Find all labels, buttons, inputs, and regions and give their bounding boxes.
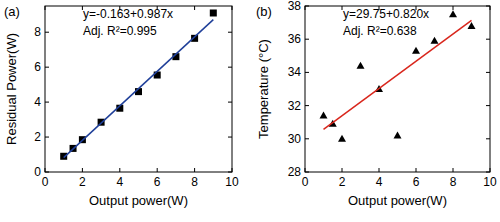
x-tick bbox=[119, 168, 120, 172]
point bbox=[338, 135, 346, 142]
fit-line bbox=[324, 20, 472, 129]
x-tick bbox=[453, 168, 454, 172]
x-tick bbox=[453, 6, 454, 10]
y-tick bbox=[45, 102, 49, 103]
panel-label: (b) bbox=[256, 4, 272, 19]
y-tick bbox=[305, 6, 309, 7]
x-tick-label: 2 bbox=[339, 175, 346, 189]
y-tick bbox=[305, 39, 309, 40]
y-tick bbox=[228, 137, 232, 138]
y-tick bbox=[486, 172, 490, 173]
fit-line bbox=[64, 20, 214, 158]
y-tick bbox=[228, 102, 232, 103]
x-tick-label: 8 bbox=[450, 175, 457, 189]
y-tick bbox=[45, 32, 49, 33]
panel: 024681002468Output power(W)Residual Powe… bbox=[4, 4, 239, 208]
x-tick-label: 10 bbox=[225, 175, 239, 189]
y-tick bbox=[305, 138, 309, 139]
annotation: y=29.75+0.820x bbox=[343, 7, 429, 21]
x-tick bbox=[342, 168, 343, 172]
point bbox=[154, 72, 161, 79]
x-tick bbox=[490, 168, 491, 172]
y-axis-label: Temperature (°C) bbox=[256, 39, 271, 139]
x-tick bbox=[416, 168, 417, 172]
figure: 024681002468Output power(W)Residual Powe… bbox=[0, 0, 500, 222]
y-tick bbox=[486, 6, 490, 7]
plot-frame bbox=[305, 6, 490, 172]
y-tick bbox=[486, 105, 490, 106]
annotation: Adj. R²=0.638 bbox=[343, 24, 417, 38]
y-tick-label: 4 bbox=[34, 95, 41, 109]
y-tick-label: 0 bbox=[34, 165, 41, 179]
y-tick-label: 36 bbox=[288, 32, 302, 46]
point bbox=[320, 112, 328, 119]
data-group bbox=[60, 9, 217, 159]
y-tick bbox=[305, 105, 309, 106]
plot-frame bbox=[45, 6, 232, 172]
y-tick bbox=[228, 67, 232, 68]
y-tick-label: 30 bbox=[288, 132, 302, 146]
x-tick-label: 0 bbox=[302, 175, 309, 189]
x-tick bbox=[157, 168, 158, 172]
x-tick bbox=[194, 6, 195, 10]
x-tick bbox=[194, 168, 195, 172]
y-tick bbox=[486, 72, 490, 73]
y-tick bbox=[45, 172, 49, 173]
x-tick-label: 6 bbox=[154, 175, 161, 189]
x-tick-label: 2 bbox=[79, 175, 86, 189]
x-tick bbox=[45, 6, 46, 10]
x-tick-label: 4 bbox=[116, 175, 123, 189]
y-tick-label: 6 bbox=[34, 60, 41, 74]
panel-label: (a) bbox=[4, 4, 20, 19]
x-tick-label: 8 bbox=[191, 175, 198, 189]
y-tick bbox=[486, 39, 490, 40]
annotation: y=-0.163+0.987x bbox=[83, 7, 173, 21]
y-tick bbox=[228, 172, 232, 173]
point bbox=[412, 47, 420, 54]
y-tick bbox=[305, 172, 309, 173]
x-tick bbox=[305, 6, 306, 10]
y-tick-label: 34 bbox=[288, 65, 302, 79]
y-tick bbox=[45, 137, 49, 138]
x-tick bbox=[82, 168, 83, 172]
y-tick-label: 8 bbox=[34, 25, 41, 39]
x-tick-label: 4 bbox=[376, 175, 383, 189]
annotation: Adj. R²=0.995 bbox=[83, 24, 157, 38]
data-group bbox=[320, 10, 476, 142]
y-tick-label: 38 bbox=[288, 0, 302, 13]
y-tick bbox=[45, 67, 49, 68]
x-tick bbox=[305, 168, 306, 172]
x-tick-label: 6 bbox=[413, 175, 420, 189]
y-axis-label: Residual Power(W) bbox=[4, 33, 19, 145]
x-tick-label: 0 bbox=[42, 175, 49, 189]
point bbox=[357, 62, 365, 69]
y-tick-label: 28 bbox=[288, 165, 302, 179]
point bbox=[449, 10, 457, 17]
x-tick bbox=[232, 168, 233, 172]
x-tick bbox=[232, 6, 233, 10]
point bbox=[431, 37, 439, 44]
y-tick-label: 2 bbox=[34, 130, 41, 144]
x-tick-label: 10 bbox=[483, 175, 497, 189]
point bbox=[394, 131, 402, 138]
point bbox=[210, 9, 217, 16]
panel: 0 2 4 6 8 10 28 30 32 34 36 38 Output power(W) Temper… bbox=[256, 0, 497, 208]
y-tick bbox=[228, 32, 232, 33]
x-tick bbox=[490, 6, 491, 10]
x-axis-label: Output power(W) bbox=[89, 193, 188, 208]
x-tick bbox=[379, 168, 380, 172]
x-axis-label: Output power(W) bbox=[348, 193, 447, 208]
y-tick bbox=[305, 72, 309, 73]
x-tick bbox=[45, 168, 46, 172]
y-tick bbox=[486, 138, 490, 139]
y-tick-label: 32 bbox=[288, 99, 302, 113]
